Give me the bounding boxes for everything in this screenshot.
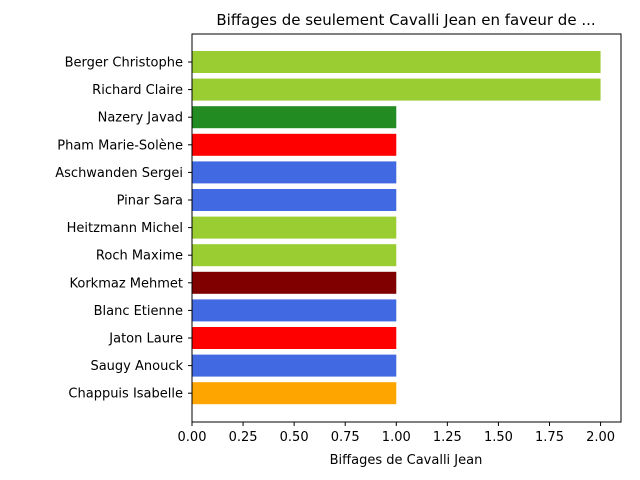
y-tick-label: Pinar Sara <box>117 194 183 209</box>
y-tick-label: Jaton Laure <box>108 332 183 347</box>
y-tick-label: Saugy Anouck <box>90 359 183 374</box>
plot-frame <box>191 33 622 423</box>
y-tick-label: Nazery Javad <box>98 111 183 126</box>
x-tick-label: 1.75 <box>535 430 564 445</box>
bar-11 <box>192 354 397 377</box>
bar-9 <box>192 299 397 322</box>
x-tick-label: 0.00 <box>178 430 207 445</box>
y-tick-label: Korkmaz Mehmet <box>69 276 183 291</box>
y-tick-label: Heitzmann Michel <box>67 221 183 236</box>
bar-10 <box>192 327 397 349</box>
x-tick-label: 0.25 <box>229 430 258 445</box>
bar-8 <box>192 271 397 294</box>
x-ticks: 0.00 0.25 0.50 0.75 1.00 1.25 1.50 1.75 2.00 <box>178 422 615 445</box>
y-tick-labels: Berger Christophe Richard Claire Nazery Ja… <box>55 56 192 402</box>
bar-0 <box>192 51 601 73</box>
y-tick-label: Chappuis Isabelle <box>68 387 183 402</box>
x-tick-label: 1.50 <box>484 430 513 445</box>
x-tick-label: 2.00 <box>586 430 615 445</box>
bar-2 <box>192 106 397 129</box>
y-tick-label: Berger Christophe <box>65 56 183 71</box>
bar-7 <box>192 244 397 267</box>
bar-6 <box>192 216 397 239</box>
bar-5 <box>192 189 397 211</box>
x-tick-label: 1.00 <box>382 430 411 445</box>
x-tick-label: 0.75 <box>331 430 360 445</box>
bar-12 <box>192 382 397 405</box>
bars-group <box>192 51 601 405</box>
bar-3 <box>192 133 397 156</box>
chart-title: Biffages de seulement Cavalli Jean en fa… <box>216 11 595 29</box>
y-tick-label: Blanc Etienne <box>94 304 183 319</box>
bar-4 <box>192 161 397 184</box>
x-tick-label: 0.50 <box>280 430 309 445</box>
y-tick-label: Roch Maxime <box>96 249 183 264</box>
x-axis-label: Biffages de Cavalli Jean <box>330 453 483 468</box>
y-tick-label: Richard Claire <box>92 83 183 98</box>
bar-1 <box>192 78 601 101</box>
y-tick-label: Pham Marie-Solène <box>57 138 183 153</box>
y-tick-label: Aschwanden Sergei <box>55 166 183 181</box>
x-tick-label: 1.25 <box>433 430 462 445</box>
